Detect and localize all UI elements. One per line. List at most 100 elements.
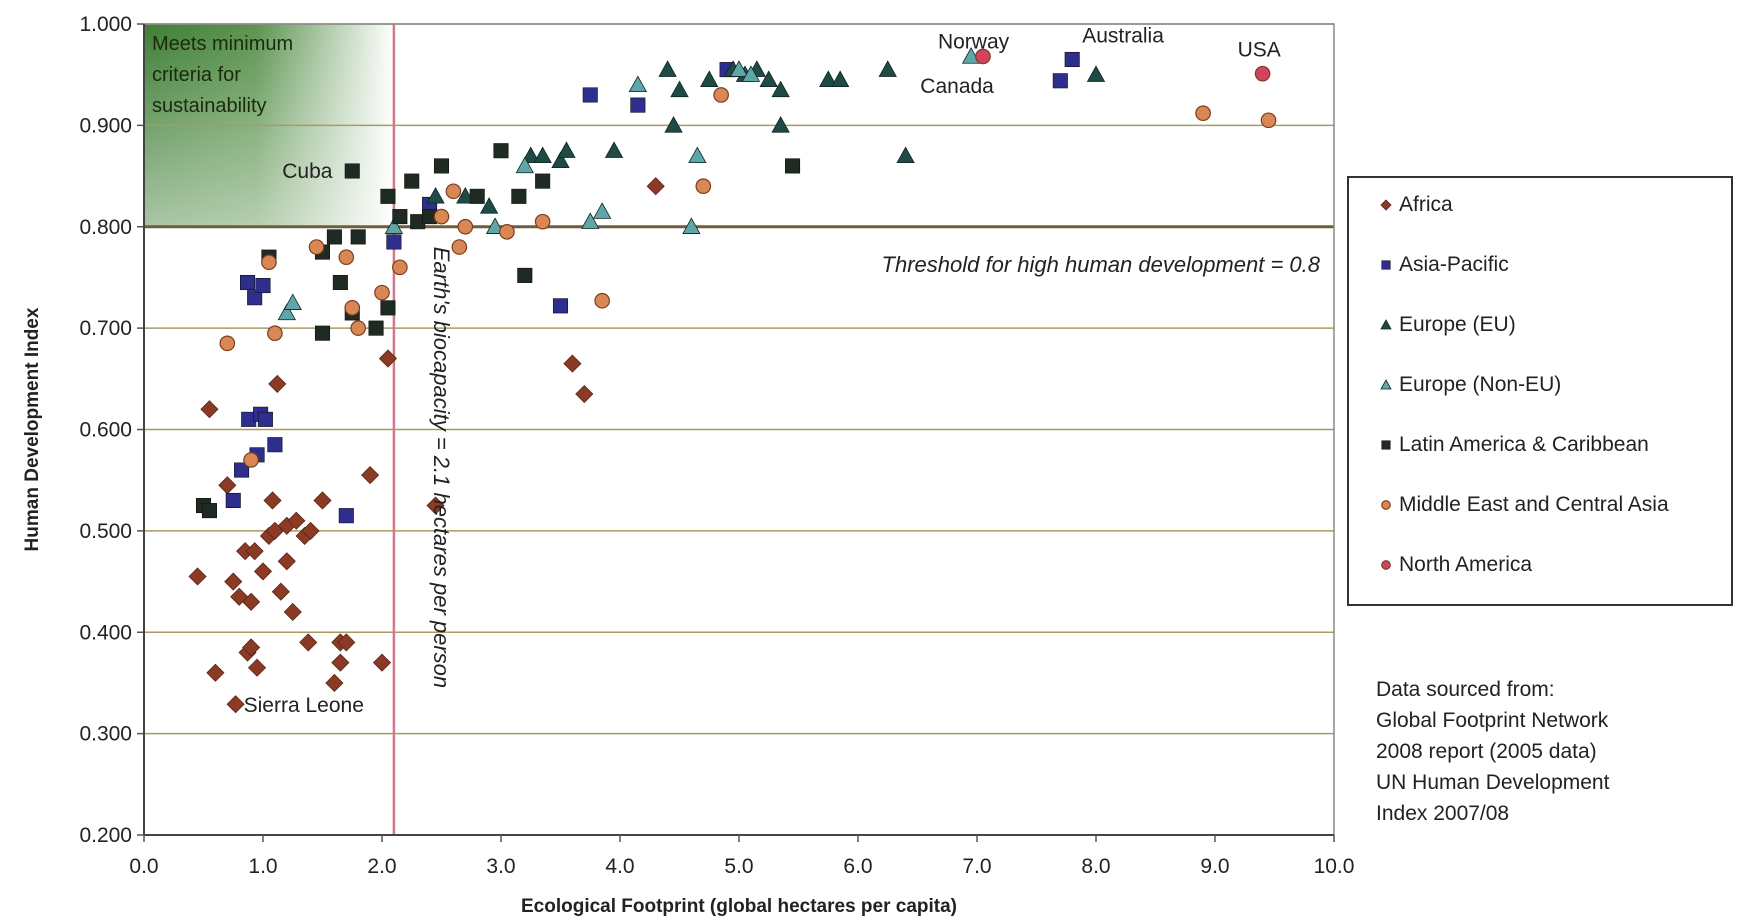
sustainability-box-label: Meets minimum: [152, 33, 293, 55]
legend-marker-shape: [1381, 440, 1391, 450]
data-point: [255, 278, 271, 294]
data-point: [469, 188, 485, 204]
data-point: [283, 602, 302, 622]
x-tick-label: 5.0: [724, 855, 753, 878]
data-point: [380, 300, 396, 316]
legend-marker: [1381, 440, 1391, 450]
data-point: [301, 521, 320, 540]
data-point: [267, 437, 283, 453]
legend-item: Europe (Non-EU): [1379, 370, 1561, 400]
data-point: [592, 202, 612, 219]
data-point: [575, 384, 594, 404]
data-point: [426, 187, 445, 204]
source-note: Data sourced from: Global Footprint Netwo…: [1376, 674, 1726, 829]
data-point: [392, 209, 408, 225]
sustainability-box-label: sustainability: [152, 95, 267, 117]
x-tick-label: 2.0: [367, 855, 396, 878]
source-note-line: Index 2007/08: [1376, 802, 1510, 825]
data-point: [253, 562, 273, 581]
annotation-usa: USA: [1238, 39, 1281, 62]
data-point: [218, 476, 237, 495]
data-point: [426, 496, 445, 515]
data-point: [695, 178, 712, 195]
y-tick-label: 0.800: [79, 216, 132, 239]
data-point: [682, 217, 701, 234]
data-point: [445, 183, 462, 200]
data-point: [664, 116, 683, 133]
data-point: [1254, 65, 1271, 82]
data-point: [277, 303, 296, 321]
x-tick-label: 8.0: [1081, 855, 1110, 878]
data-point: [499, 223, 515, 240]
biocapacity-label: Earth's biocapacity = 2.1 hectares per p…: [429, 247, 454, 688]
legend-marker: [1381, 500, 1391, 510]
data-point: [374, 284, 390, 301]
legend-marker: [1380, 379, 1392, 390]
data-point: [372, 653, 392, 672]
legend-label: Europe (EU): [1399, 313, 1516, 336]
data-point: [368, 320, 384, 336]
data-point: [975, 48, 991, 65]
data-point: [326, 229, 342, 245]
data-point: [741, 65, 761, 82]
annotation-cuba: Cuba: [282, 160, 333, 183]
data-point: [338, 508, 354, 524]
hdi-threshold-label: Threshold for high human development = 0…: [882, 252, 1321, 277]
data-point: [378, 349, 398, 368]
data-point: [380, 188, 396, 204]
data-point: [457, 218, 474, 235]
data-point: [200, 400, 219, 419]
data-point: [451, 239, 468, 255]
data-point: [713, 87, 729, 103]
series-africa: [188, 177, 665, 714]
data-point: [386, 234, 402, 250]
data-point: [314, 325, 331, 341]
source-note-line: Global Footprint Network: [1376, 709, 1609, 732]
legend-label: Europe (Non-EU): [1399, 373, 1562, 396]
y-tick-label: 0.300: [79, 723, 132, 746]
annotation-canada: Canada: [920, 75, 994, 98]
legend-label: Latin America & Caribbean: [1399, 433, 1649, 456]
data-point: [201, 503, 217, 519]
data-point: [384, 217, 404, 234]
legend-item: Latin America & Caribbean: [1379, 430, 1649, 460]
data-point: [582, 87, 598, 103]
legend-item: North America: [1379, 550, 1532, 580]
data-point: [332, 274, 348, 291]
y-tick-label: 0.200: [79, 824, 132, 847]
data-point: [552, 298, 569, 314]
legend-marker-shape: [1380, 199, 1392, 211]
data-point: [224, 572, 243, 591]
data-point: [628, 75, 648, 93]
y-tick-label: 0.900: [79, 114, 132, 137]
x-tick-label: 9.0: [1200, 855, 1229, 878]
data-point: [392, 259, 408, 276]
data-point: [878, 60, 897, 77]
data-point: [243, 452, 259, 468]
data-point: [896, 146, 915, 163]
annotation-norway: Norway: [938, 30, 1010, 53]
data-point: [404, 173, 420, 189]
x-tick-label: 4.0: [605, 855, 634, 878]
legend-marker: [1381, 260, 1391, 270]
data-point: [551, 151, 570, 169]
data-point: [456, 187, 475, 204]
data-point: [283, 293, 302, 310]
legend-marker-shape: [1381, 500, 1391, 510]
data-point: [344, 300, 361, 316]
data-point: [515, 156, 534, 174]
data-point: [325, 673, 344, 693]
data-point: [1195, 105, 1211, 122]
data-point: [308, 239, 325, 255]
data-point: [1064, 51, 1080, 68]
data-point: [338, 249, 355, 265]
x-tick-label: 10.0: [1314, 855, 1355, 878]
y-tick-label: 0.400: [79, 621, 132, 644]
y-tick-label: 0.600: [79, 419, 132, 442]
legend-marker-shape: [1380, 319, 1392, 330]
data-point: [247, 290, 263, 306]
legend-marker-shape: [1381, 260, 1391, 270]
x-tick-label: 1.0: [248, 855, 277, 878]
data-point: [535, 173, 551, 189]
